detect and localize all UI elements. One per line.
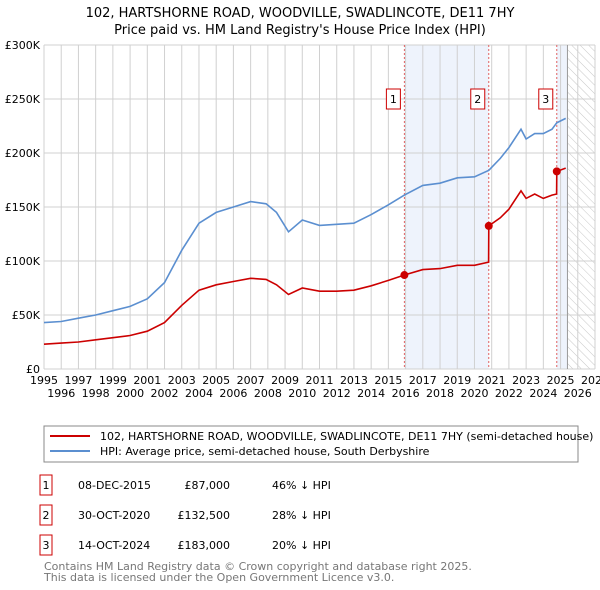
x-tick-label: 1999 — [99, 374, 127, 387]
sale-marker-box — [39, 534, 53, 556]
table-row: 2 30-OCT-2020 £132,500 28% ↓ HPI — [39, 504, 331, 526]
x-tick-label: 2024 — [529, 387, 557, 400]
sale-label: 3 — [542, 93, 549, 106]
sale-hpi-diff: 28% ↓ HPI — [272, 509, 331, 522]
x-tick-label: 2027 — [581, 374, 600, 387]
sale-label-box — [538, 88, 554, 110]
sale-hpi-diff: 20% ↓ HPI — [272, 539, 331, 552]
x-tick-label: 2026 — [564, 387, 592, 400]
sale-marker-box — [39, 474, 53, 496]
x-tick-label: 2005 — [202, 374, 230, 387]
x-tick-label: 2008 — [254, 387, 282, 400]
sale-label: 1 — [390, 93, 397, 106]
x-tick-label: 2011 — [306, 374, 334, 387]
x-tick-label: 2007 — [237, 374, 265, 387]
x-tick-label: 2015 — [374, 374, 402, 387]
x-tick-label: 2022 — [495, 387, 523, 400]
x-tick-label: 2010 — [288, 387, 316, 400]
y-tick-label: £0 — [26, 363, 40, 376]
sales-table: 1 08-DEC-2015 £87,000 46% ↓ HPI 2 30-OCT… — [39, 474, 331, 556]
hpi-line — [43, 117, 567, 324]
sale-number: 1 — [43, 479, 50, 492]
y-tick-label: £150K — [5, 201, 41, 214]
x-tick-label: 2013 — [340, 374, 368, 387]
legend-label-hpi: HPI: Average price, semi-detached house,… — [100, 445, 430, 458]
x-tick-label: 2017 — [409, 374, 437, 387]
y-tick-label: £50K — [12, 309, 41, 322]
x-tick-label: 1998 — [82, 387, 110, 400]
legend-box — [43, 425, 579, 463]
sale-point — [400, 271, 409, 280]
sale-point — [552, 167, 561, 176]
sale-label-box — [470, 88, 486, 110]
sale-date: 30-OCT-2020 — [78, 509, 150, 522]
x-tick-label: 2000 — [116, 387, 144, 400]
sale-hpi-diff: 46% ↓ HPI — [272, 479, 331, 492]
y-tick-label: £100K — [5, 255, 41, 268]
chart-title: 102, HARTSHORNE ROAD, WOODVILLE, SWADLIN… — [86, 6, 515, 21]
y-tick-label: £300K — [5, 39, 41, 52]
x-tick-label: 2002 — [151, 387, 179, 400]
sale-number: 2 — [43, 509, 50, 522]
sale-price: £183,000 — [178, 539, 231, 552]
x-tick-label: 2014 — [357, 387, 385, 400]
sale-price: £132,500 — [178, 509, 231, 522]
x-tick-label: 1997 — [64, 374, 92, 387]
sale-marker-box — [39, 504, 53, 526]
legend-label-property: 102, HARTSHORNE ROAD, WOODVILLE, SWADLIN… — [100, 430, 593, 443]
sale-date: 08-DEC-2015 — [78, 479, 151, 492]
x-tick-label: 2025 — [547, 374, 575, 387]
sale-date: 14-OCT-2024 — [78, 539, 150, 552]
x-tick-label: 1995 — [30, 374, 58, 387]
y-tick-label: £250K — [5, 93, 41, 106]
table-row: 3 14-OCT-2024 £183,000 20% ↓ HPI — [39, 534, 331, 556]
property-price-line — [43, 167, 566, 345]
x-tick-label: 2018 — [426, 387, 454, 400]
x-tick-label: 2004 — [185, 387, 213, 400]
x-tick-label: 2006 — [219, 387, 247, 400]
table-row: 1 08-DEC-2015 £87,000 46% ↓ HPI — [39, 474, 331, 496]
x-tick-label: 2012 — [323, 387, 351, 400]
sale-price: £87,000 — [185, 479, 231, 492]
x-tick-label: 2021 — [478, 374, 506, 387]
x-tick-label: 2020 — [460, 387, 488, 400]
sale-number: 3 — [43, 539, 50, 552]
x-tick-label: 2019 — [443, 374, 471, 387]
y-tick-label: £200K — [5, 147, 41, 160]
x-tick-label: 2003 — [168, 374, 196, 387]
sale-point — [484, 221, 493, 230]
plot-area: 1995199619971998199920002001200220032004… — [5, 39, 600, 400]
chart-subtitle: Price paid vs. HM Land Registry's House … — [114, 23, 486, 38]
footer-copyright: Contains HM Land Registry data © Crown c… — [44, 560, 472, 573]
footer-licence: This data is licensed under the Open Gov… — [43, 571, 394, 584]
sale-label-box — [385, 88, 401, 110]
x-tick-label: 2023 — [512, 374, 540, 387]
x-tick-label: 2016 — [392, 387, 420, 400]
sale-label: 2 — [474, 93, 481, 106]
x-tick-label: 2001 — [133, 374, 161, 387]
x-tick-label: 1996 — [47, 387, 75, 400]
x-tick-label: 2009 — [271, 374, 299, 387]
